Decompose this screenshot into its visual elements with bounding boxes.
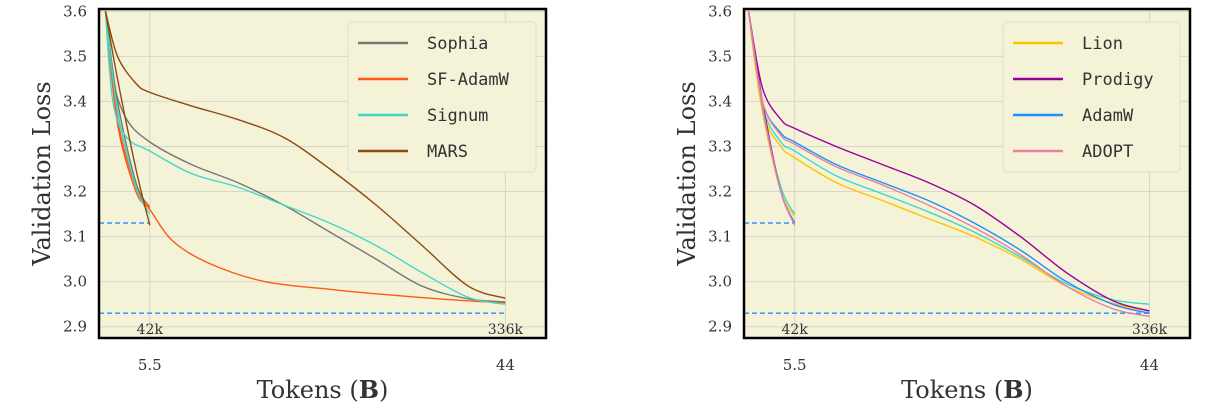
- legend-label: Prodigy: [1082, 70, 1154, 90]
- y-tick-label: 3.3: [708, 137, 732, 155]
- y-tick-label: 3.6: [63, 2, 87, 20]
- x-tick-label: 44: [1140, 356, 1159, 374]
- y-tick-label: 2.9: [708, 318, 732, 336]
- legend-label: MARS: [427, 142, 468, 162]
- legend-label: AdamW: [1082, 106, 1134, 126]
- series-line-adamw-long: [747, 11, 1150, 314]
- legend: Lion Prodigy AdamW ADOPT: [1002, 21, 1181, 173]
- y-tick-label: 3.1: [708, 228, 732, 246]
- series-line-unlabeled-long: [747, 11, 1150, 305]
- x-tick-label: 5.5: [138, 356, 162, 374]
- y-tick-label: 3.3: [63, 137, 87, 155]
- series-line-signum-long: [104, 11, 506, 305]
- legend-label: ADOPT: [1082, 142, 1133, 162]
- x-tick-label: 44: [496, 356, 515, 374]
- axes-frame: [742, 7, 1192, 340]
- run-length-annotation: 336k: [1132, 322, 1168, 338]
- series-line-sf-adamw-long: [104, 11, 506, 304]
- y-tick-label: 3.4: [708, 92, 732, 110]
- y-tick-label: 3.2: [708, 183, 732, 201]
- legend-label: Sophia: [427, 34, 488, 54]
- axes-frame: [97, 7, 548, 340]
- x-axis-label: Tokens (B): [257, 375, 389, 404]
- series-line-adopt-long: [747, 11, 1150, 318]
- y-axis-label: Validation Loss: [673, 81, 701, 266]
- run-length-annotation: 336k: [488, 322, 524, 338]
- chart-1: 2.9 3.0 3.1 3.2 3.3 3.4 3.5 3.6 5.5 44 42k 336k Soph…: [28, 2, 548, 404]
- series-line-mars-short: [104, 11, 151, 226]
- y-tick-label: 3.0: [708, 273, 732, 291]
- y-tick-label: 3.5: [708, 47, 732, 65]
- series-line-prodigy-long: [747, 11, 1150, 312]
- y-tick-label: 3.2: [63, 183, 87, 201]
- series-line-mars-long: [104, 11, 506, 299]
- legend: Sophia SF-AdamW Signum MARS: [347, 21, 537, 173]
- legend-label: Signum: [427, 106, 488, 126]
- y-tick-label: 3.1: [63, 228, 87, 246]
- y-tick-label: 3.4: [63, 92, 87, 110]
- series-line-sophia-long: [104, 11, 506, 303]
- x-axis-label: Tokens (B): [901, 375, 1033, 404]
- x-tick-label: 5.5: [783, 356, 807, 374]
- chart-2: 2.9 3.0 3.1 3.2 3.3 3.4 3.5 3.6 5.5 44 42k 336k Lion…: [673, 2, 1192, 404]
- y-axis-label: Validation Loss: [28, 81, 56, 266]
- run-length-annotation: 42k: [137, 322, 164, 338]
- y-tick-label: 3.0: [63, 273, 87, 291]
- legend-box: [1002, 21, 1181, 173]
- legend-box: [347, 21, 537, 173]
- y-tick-label: 3.6: [708, 2, 732, 20]
- y-tick-label: 3.5: [63, 47, 87, 65]
- legend-label: SF-AdamW: [427, 70, 510, 90]
- series-line-signum-short: [104, 11, 151, 215]
- y-tick-label: 2.9: [63, 318, 87, 336]
- legend-label: Lion: [1082, 34, 1123, 54]
- run-length-annotation: 42k: [782, 322, 809, 338]
